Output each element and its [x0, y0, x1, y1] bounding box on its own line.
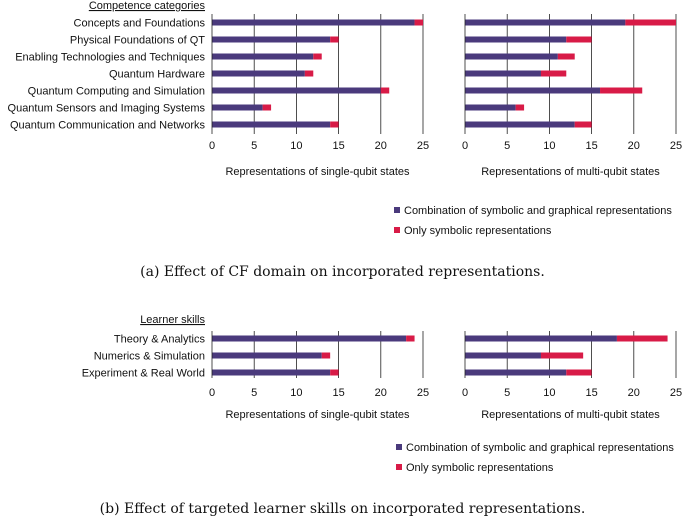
- bar-segment-symbolic: [313, 53, 322, 60]
- legend-label-combined: Combination of symbolic and graphical re…: [404, 205, 672, 217]
- bar-segment-combined: [212, 352, 322, 359]
- bar-segment-symbolic: [515, 104, 525, 111]
- category-header: Competence categories: [89, 0, 206, 12]
- bar-segment-symbolic: [540, 70, 567, 77]
- bar-segment-combined: [465, 104, 516, 111]
- bar-segment-symbolic: [330, 121, 339, 128]
- chart-panel-b-right: 0 5 10 15 20 25 Representations of multi-qubit…: [462, 331, 682, 421]
- bar-segment-combined: [212, 121, 331, 128]
- legend-label-symbolic: Only symbolic representations: [406, 462, 554, 474]
- legend-b: Combination of symbolic and graphical re…: [396, 442, 674, 474]
- bar-segment-combined: [212, 53, 314, 60]
- x-axis-label: Representations of multi-qubit states: [481, 409, 660, 421]
- bar-segment-symbolic: [616, 335, 668, 342]
- x-tick-label: 25: [670, 140, 682, 152]
- bar-segment-symbolic: [262, 104, 272, 111]
- bar-segment-combined: [212, 104, 263, 111]
- x-tick-label: 25: [670, 387, 682, 399]
- legend-a: Combination of symbolic and graphical re…: [394, 205, 672, 237]
- bar-segment-symbolic: [557, 53, 575, 60]
- category-label: Numerics & Simulation: [94, 351, 205, 363]
- x-tick-label: 15: [585, 140, 597, 152]
- bar-segment-symbolic: [566, 369, 592, 376]
- legend-swatch-symbolic: [396, 464, 402, 470]
- legend-label-symbolic: Only symbolic representations: [404, 225, 552, 237]
- x-tick-label: 10: [543, 387, 555, 399]
- bar-segment-combined: [212, 70, 305, 77]
- x-tick-label: 0: [209, 140, 215, 152]
- x-tick-label: 0: [462, 140, 468, 152]
- x-tick-label: 10: [290, 140, 302, 152]
- bar-segment-combined: [465, 352, 541, 359]
- x-tick-label: 5: [251, 140, 257, 152]
- x-tick-label: 20: [628, 387, 640, 399]
- bar-segment-combined: [465, 121, 575, 128]
- chart-panel-a-right: 0 5 10 15 20 25 Representations of multi-qubit…: [462, 14, 682, 178]
- bar-segment-combined: [465, 335, 617, 342]
- x-tick-label: 10: [290, 387, 302, 399]
- x-tick-label: 25: [417, 387, 429, 399]
- category-label: Quantum Computing and Simulation: [28, 86, 205, 98]
- caption-a: (a) Effect of CF domain on incorporated …: [140, 264, 545, 280]
- bar-segment-symbolic: [625, 19, 676, 26]
- x-tick-label: 20: [375, 140, 387, 152]
- category-label: Quantum Hardware: [109, 69, 205, 81]
- bar-segment-symbolic: [566, 36, 592, 43]
- bar-segment-symbolic: [330, 369, 339, 376]
- x-axis-label: Representations of multi-qubit states: [481, 166, 660, 178]
- bar-segment-combined: [212, 36, 331, 43]
- bar-segment-combined: [212, 19, 415, 26]
- bar-segment-symbolic: [380, 87, 390, 94]
- category-label: Experiment & Real World: [82, 368, 205, 380]
- bar-segment-symbolic: [540, 352, 584, 359]
- bar-segment-combined: [465, 369, 567, 376]
- bar-segment-combined: [465, 87, 601, 94]
- category-label: Theory & Analytics: [114, 334, 206, 346]
- figure-b: Theory & Analytics Numerics & Simulation E…: [82, 314, 682, 421]
- x-tick-label: 5: [504, 140, 510, 152]
- bar-segment-combined: [465, 36, 567, 43]
- x-axis-label: Representations of single-qubit states: [225, 409, 410, 421]
- category-label: Physical Foundations of QT: [70, 35, 205, 47]
- x-tick-label: 15: [332, 387, 344, 399]
- bar-segment-symbolic: [304, 70, 314, 77]
- bar-segment-combined: [465, 70, 541, 77]
- category-header: Learner skills: [140, 314, 205, 326]
- category-label: Quantum Sensors and Imaging Systems: [8, 103, 206, 115]
- legend-swatch-symbolic: [394, 227, 400, 233]
- x-axis-label: Representations of single-qubit states: [225, 166, 410, 178]
- figure-a: Concepts and Foundations Physical Foundat…: [8, 0, 683, 178]
- bar-segment-combined: [212, 87, 381, 94]
- legend-swatch-combined: [396, 444, 402, 450]
- bar-segment-symbolic: [321, 352, 331, 359]
- x-tick-label: 5: [504, 387, 510, 399]
- bar-segment-combined: [212, 369, 331, 376]
- category-label: Quantum Communication and Networks: [10, 120, 206, 132]
- bar-segment-symbolic: [330, 36, 339, 43]
- x-tick-label: 0: [209, 387, 215, 399]
- x-tick-label: 5: [251, 387, 257, 399]
- legend-label-combined: Combination of symbolic and graphical re…: [406, 442, 674, 454]
- chart-panel-a-left: Concepts and Foundations Physical Foundat…: [8, 0, 430, 178]
- x-tick-label: 0: [462, 387, 468, 399]
- bar-segment-symbolic: [414, 19, 423, 26]
- x-tick-label: 25: [417, 140, 429, 152]
- category-label: Enabling Technologies and Techniques: [15, 52, 205, 64]
- x-tick-label: 15: [585, 387, 597, 399]
- bar-segment-combined: [212, 335, 407, 342]
- bar-segment-combined: [465, 53, 558, 60]
- chart-panel-b-left: Theory & Analytics Numerics & Simulation E…: [82, 314, 429, 421]
- bar-segment-symbolic: [600, 87, 643, 94]
- category-label: Concepts and Foundations: [74, 18, 206, 30]
- bar-segment-combined: [465, 19, 626, 26]
- bar-segment-symbolic: [406, 335, 415, 342]
- legend-swatch-combined: [394, 207, 400, 213]
- x-tick-label: 15: [332, 140, 344, 152]
- caption-b: (b) Effect of targeted learner skills on…: [100, 501, 586, 517]
- x-tick-label: 20: [628, 140, 640, 152]
- x-tick-label: 20: [375, 387, 387, 399]
- x-tick-label: 10: [543, 140, 555, 152]
- bar-segment-symbolic: [574, 121, 592, 128]
